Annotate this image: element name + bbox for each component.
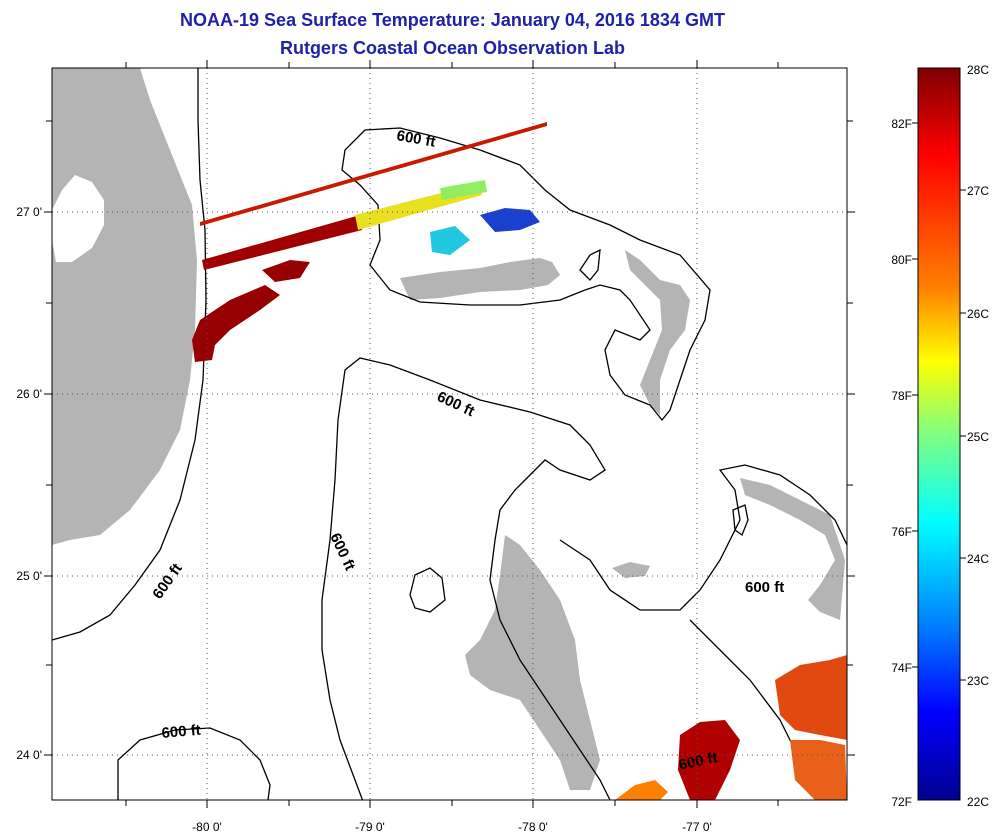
sst-swath-thin <box>200 122 547 226</box>
contour-label-south: 600 ft <box>161 722 202 742</box>
contour-south <box>117 727 271 800</box>
contour-label-north: 600 ft <box>395 127 437 151</box>
sst-patch-blue <box>480 208 540 232</box>
colorbar-f-82: 82F <box>891 117 912 131</box>
contour-cay <box>409 567 446 613</box>
lake-okeechobee <box>52 175 104 262</box>
contour-great-bahama <box>321 357 611 800</box>
contour-florida <box>52 68 207 641</box>
grid-lines <box>52 68 847 800</box>
colorbar-f-72: 72F <box>891 795 912 809</box>
colorbar-f-80: 80F <box>891 253 912 267</box>
sst-patch-se4 <box>615 780 668 800</box>
lon-label-80: -80 0' <box>192 820 222 834</box>
lon-label-79: -79 0' <box>355 820 385 834</box>
colorbar-ticks <box>912 122 966 681</box>
colorbar-c-28: 28C <box>967 63 989 77</box>
lat-label-25: 25 0' <box>16 569 42 583</box>
andros-land <box>465 535 600 790</box>
map-title: NOAA-19 Sea Surface Temperature: January… <box>180 10 725 30</box>
contour-small <box>732 504 749 537</box>
contour-little-bahama <box>341 127 711 422</box>
colorbar-c-24: 24C <box>967 552 989 566</box>
lat-label-26: 26 0' <box>16 387 42 401</box>
colorbar-c-23: 23C <box>967 674 989 688</box>
sst-data <box>192 122 847 800</box>
axis-ticks <box>44 60 855 808</box>
lon-label-78: -78 0' <box>518 820 548 834</box>
contour-label-east: 600 ft <box>745 579 784 596</box>
sst-patch-florida <box>192 285 280 362</box>
lat-label-27: 27 0' <box>16 205 42 219</box>
contour-tongue <box>559 464 847 611</box>
colorbar-c-25: 25C <box>967 430 989 444</box>
colorbar-f-76: 76F <box>891 525 912 539</box>
contour-abaco-inner <box>579 248 601 281</box>
colorbar <box>917 67 961 801</box>
sst-patch-se1 <box>775 655 847 740</box>
depth-contours <box>52 68 847 800</box>
grand-bahama-land <box>400 258 560 300</box>
eleuthera-land <box>740 478 845 620</box>
new-providence-land <box>612 562 650 578</box>
colorbar-f-78: 78F <box>891 389 912 403</box>
lon-label-77: -77 0' <box>682 820 712 834</box>
sst-patch-se2 <box>678 720 740 800</box>
sst-patch-cyan <box>430 226 470 255</box>
sst-swath-green <box>440 180 487 200</box>
plot-frame <box>51 67 848 801</box>
map-subtitle: Rutgers Coastal Ocean Observation Lab <box>279 38 626 58</box>
sst-patch-upper <box>262 260 310 282</box>
colorbar-c-22: 22C <box>967 795 989 809</box>
colorbar-c-26: 26C <box>967 307 989 321</box>
abaco-land <box>625 250 690 415</box>
colorbar-f-74: 74F <box>891 661 912 675</box>
sst-swath-thick-red <box>202 215 362 270</box>
colorbar-c-27: 27C <box>967 184 989 198</box>
lat-label-24: 24 0' <box>16 748 42 762</box>
